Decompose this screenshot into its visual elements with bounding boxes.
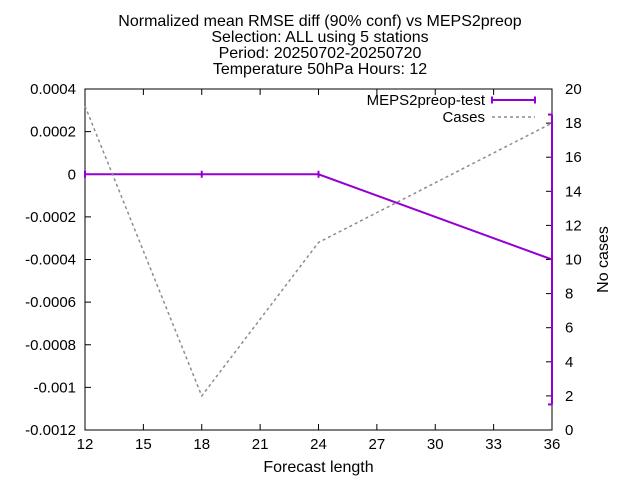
y-tick-label: 0.0004 xyxy=(30,81,76,98)
x-tick-label: 33 xyxy=(485,436,502,453)
chart-title: Normalized mean RMSE diff (90% conf) vs … xyxy=(118,13,522,78)
y2-tick-label: 6 xyxy=(565,320,573,337)
y-tick-label: 0 xyxy=(68,166,76,183)
x-tick-label: 24 xyxy=(310,436,327,453)
y2-tick-label: 16 xyxy=(565,149,582,166)
series-group xyxy=(84,105,553,406)
y2-tick-label: 20 xyxy=(565,81,582,98)
y-tick-label: 0.0002 xyxy=(30,124,76,141)
x-tick-label: 36 xyxy=(544,436,561,453)
chart-title-line: Selection: ALL using 5 stations xyxy=(211,29,428,46)
y2-axis-label: No cases xyxy=(595,226,612,293)
legend-label: MEPS2preop-test xyxy=(367,92,486,109)
legend-label: Cases xyxy=(442,109,485,126)
x-tick-label: 18 xyxy=(193,436,210,453)
series-line-meps2preop-test xyxy=(85,173,553,261)
x-tick-label: 30 xyxy=(427,436,444,453)
x-tick-label: 27 xyxy=(369,436,386,453)
y-tick-label: -0.0006 xyxy=(25,294,76,311)
x-axis-label: Forecast length xyxy=(263,459,373,476)
y2-tick-label: 10 xyxy=(565,252,582,269)
y2-tick-label: 14 xyxy=(565,183,582,200)
y2-tick-label: 2 xyxy=(565,388,573,405)
y-tick-label: -0.0002 xyxy=(25,209,76,226)
series-line-cases xyxy=(84,105,553,398)
x-tick-label: 21 xyxy=(252,436,269,453)
x-tick-label: 15 xyxy=(135,436,152,453)
x-tick-label: 12 xyxy=(77,436,94,453)
y2-tick-label: 18 xyxy=(565,115,582,132)
y-tick-label: -0.0004 xyxy=(25,252,76,269)
y2-tick-label: 12 xyxy=(565,217,582,234)
y-tick-label: -0.0012 xyxy=(25,422,76,439)
plot-frame xyxy=(84,88,553,431)
chart-title-line: Temperature 50hPa Hours: 12 xyxy=(213,61,427,78)
y2-tick-label: 0 xyxy=(565,422,573,439)
y-tick-label: -0.001 xyxy=(33,379,76,396)
y2-tick-label: 8 xyxy=(565,286,573,303)
chart-title-line: Period: 20250702-20250720 xyxy=(219,45,422,62)
axis-ticks: 12 15 18 21 24 27 30 33 360.00040.00020-0.0002-0… xyxy=(25,81,582,453)
chart-title-line: Normalized mean RMSE diff (90% conf) vs … xyxy=(118,13,522,30)
y2-tick-label: 4 xyxy=(565,354,573,371)
y-tick-label: -0.0008 xyxy=(25,337,76,354)
